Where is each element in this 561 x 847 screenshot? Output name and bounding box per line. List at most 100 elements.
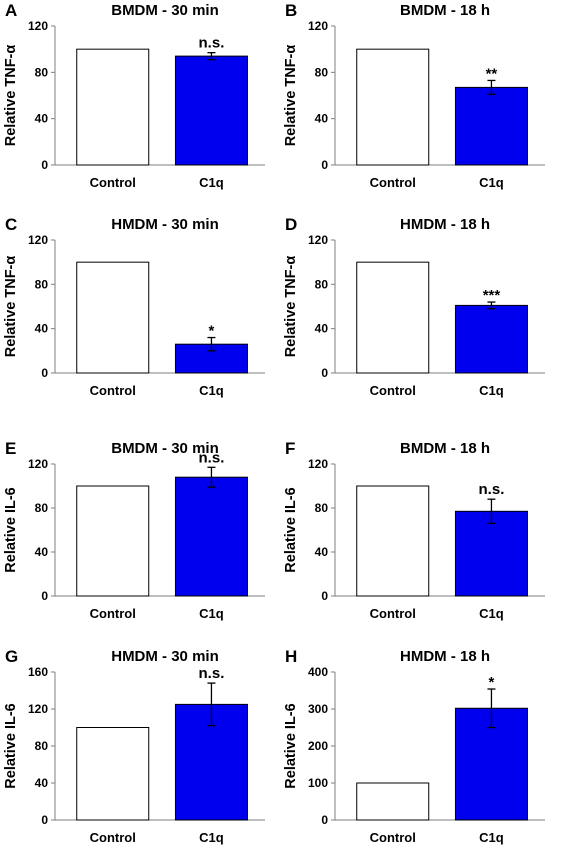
bar-control [76,727,150,821]
bar-control [76,261,150,374]
y-tick-label: 0 [41,813,48,827]
y-tick-label: 40 [315,112,329,126]
panel-g: G HMDM - 30 min Relative IL-6 0 40 80 120 160 Co… [3,647,265,845]
bar-control [356,48,430,166]
x-category-label: Control [90,606,136,621]
y-tick-label: 120 [28,19,48,33]
x-category-label: C1q [199,606,224,621]
y-tick-label: 0 [321,589,328,603]
y-tick-label: 0 [321,158,328,172]
x-category-label: C1q [479,830,504,845]
y-tick-label: 120 [308,19,328,33]
y-axis-label: Relative TNF-α [283,45,299,147]
bar-control [76,485,150,597]
significance-label: n.s. [479,481,505,498]
x-category-label: Control [370,383,416,398]
x-category-label: Control [370,175,416,190]
y-tick-label: 40 [35,112,49,126]
y-tick-label: 40 [35,322,49,336]
panel-letter: C [5,215,17,234]
x-category-label: C1q [479,383,504,398]
y-tick-label: 120 [28,457,48,471]
y-tick-label: 80 [315,277,329,291]
y-tick-label: 80 [315,501,329,515]
y-axis-label: Relative TNF-α [283,256,299,358]
panel-title: HMDM - 18 h [400,216,490,233]
significance-label: ** [486,65,498,82]
y-tick-label: 80 [35,501,49,515]
panel-title: BMDM - 18 h [400,440,490,457]
y-tick-label: 200 [308,739,328,753]
panel-title: BMDM - 30 min [111,2,219,19]
panel-letter: A [5,1,17,20]
y-axis-label: Relative IL-6 [3,487,19,572]
x-category-label: Control [90,830,136,845]
bar-c1q [454,86,528,166]
x-category-label: C1q [199,383,224,398]
panel-a: A BMDM - 30 min Relative TNF-α 0 40 80 120 Cont… [3,1,265,190]
y-tick-label: 40 [35,776,49,790]
bar-c1q [174,476,248,597]
x-category-label: C1q [479,606,504,621]
y-tick-label: 120 [28,233,48,247]
bar-control [356,782,430,821]
y-tick-label: 80 [35,65,49,79]
x-category-label: Control [370,606,416,621]
panel-title: BMDM - 18 h [400,2,490,19]
panel-letter: E [5,439,16,458]
y-tick-label: 120 [28,702,48,716]
panel-title: BMDM - 30 min [111,440,219,457]
panel-title: HMDM - 18 h [400,648,490,665]
y-tick-label: 80 [35,277,49,291]
panel-letter: D [285,215,297,234]
y-tick-label: 0 [41,366,48,380]
significance-label: n.s. [199,35,225,52]
panel-h: H HMDM - 18 h Relative IL-6 0 100 200 300 400 Co… [283,647,545,845]
x-category-label: C1q [199,830,224,845]
significance-label: *** [483,287,501,304]
y-tick-label: 40 [35,545,49,559]
significance-label: n.s. [199,449,225,466]
y-tick-label: 400 [308,665,328,679]
y-tick-label: 100 [308,776,328,790]
bar-c1q [454,304,528,374]
panel-letter: H [285,647,297,666]
panel-title: HMDM - 30 min [111,216,219,233]
panel-f: F BMDM - 18 h Relative IL-6 0 40 80 120 Control… [283,439,545,621]
y-axis-label: Relative IL-6 [283,487,299,572]
panel-e: E BMDM - 30 min Relative IL-6 0 40 80 120 Contr… [3,439,265,621]
y-axis-label: Relative IL-6 [3,703,19,788]
y-tick-label: 0 [321,366,328,380]
panel-b: B BMDM - 18 h Relative TNF-α 0 40 80 120 Contro… [283,1,545,190]
panel-title: HMDM - 30 min [111,648,219,665]
y-tick-label: 160 [28,665,48,679]
y-tick-label: 0 [321,813,328,827]
bar-c1q [174,55,248,166]
y-axis-label: Relative TNF-α [3,256,19,358]
x-category-label: Control [370,830,416,845]
panel-letter: B [285,1,297,20]
y-tick-label: 80 [35,739,49,753]
y-tick-label: 40 [315,545,329,559]
bar-control [356,485,430,597]
panel-letter: F [285,439,295,458]
y-axis-label: Relative TNF-α [3,45,19,147]
y-tick-label: 0 [41,589,48,603]
x-category-label: C1q [199,175,224,190]
bar-c1q [454,510,528,597]
y-tick-label: 120 [308,233,328,247]
y-tick-label: 300 [308,702,328,716]
x-category-label: Control [90,383,136,398]
panel-d: D HMDM - 18 h Relative TNF-α 0 40 80 120 Contro… [283,215,545,398]
y-tick-label: 120 [308,457,328,471]
y-tick-label: 80 [315,65,329,79]
panel-c: C HMDM - 30 min Relative TNF-α 0 40 80 120 Cont… [3,215,265,398]
bar-control [356,261,430,374]
significance-label: * [489,674,495,691]
bar-control [76,48,150,166]
significance-label: * [209,323,215,340]
x-category-label: C1q [479,175,504,190]
significance-label: n.s. [199,665,225,682]
panel-letter: G [5,647,18,666]
